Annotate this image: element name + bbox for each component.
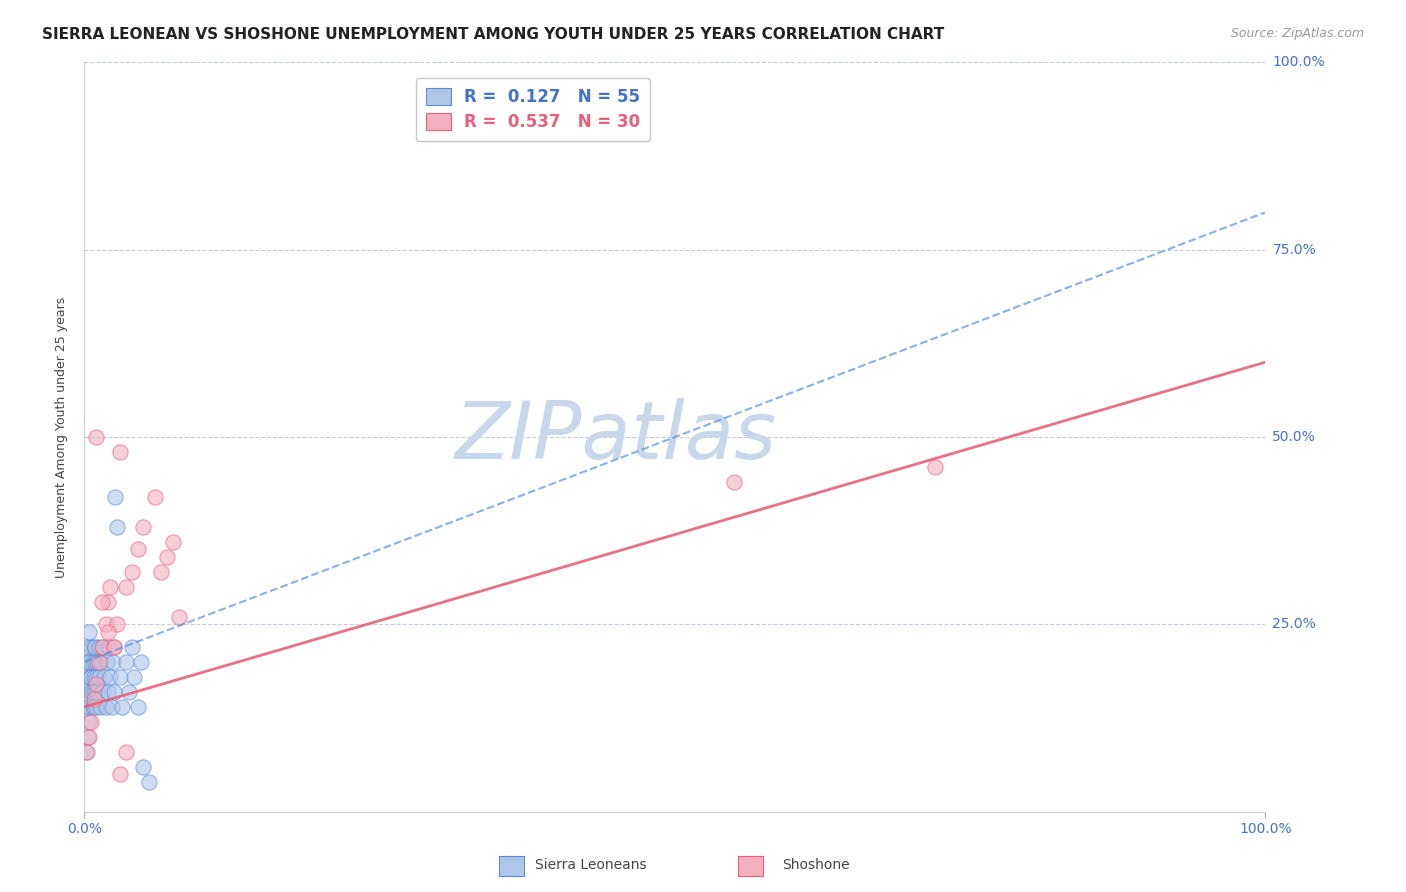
Point xyxy=(83,699,105,714)
Point xyxy=(723,475,745,489)
Point xyxy=(924,460,946,475)
Point xyxy=(77,655,100,669)
Point xyxy=(103,685,125,699)
Point xyxy=(107,617,129,632)
Text: ZIPatlas: ZIPatlas xyxy=(454,398,778,476)
Point xyxy=(127,699,149,714)
Text: 75.0%: 75.0% xyxy=(1272,243,1316,257)
Point xyxy=(82,699,104,714)
Point xyxy=(77,624,100,639)
Point xyxy=(79,699,101,714)
Point xyxy=(143,490,166,504)
Point xyxy=(101,655,124,669)
Point xyxy=(86,685,108,699)
Point xyxy=(138,774,160,789)
Point xyxy=(82,655,104,669)
Point xyxy=(91,640,114,654)
Legend: R =  0.127   N = 55, R =  0.537   N = 30: R = 0.127 N = 55, R = 0.537 N = 30 xyxy=(416,78,651,141)
Point xyxy=(84,430,107,444)
Point xyxy=(77,714,100,729)
Point xyxy=(84,685,107,699)
Point xyxy=(114,580,136,594)
Point xyxy=(91,595,114,609)
Point xyxy=(98,670,121,684)
Point xyxy=(80,714,103,729)
Point xyxy=(75,745,97,759)
Point xyxy=(84,670,107,684)
Text: 25.0%: 25.0% xyxy=(1272,617,1316,632)
Point xyxy=(87,640,110,654)
Point xyxy=(84,655,107,669)
Point xyxy=(156,549,179,564)
Point xyxy=(93,670,115,684)
Point xyxy=(83,692,105,706)
Point xyxy=(76,640,98,654)
Point xyxy=(118,685,141,699)
Point xyxy=(80,670,103,684)
Point xyxy=(79,655,101,669)
Point xyxy=(98,640,121,654)
Point xyxy=(89,699,111,714)
Point xyxy=(77,685,100,699)
Point xyxy=(103,640,125,654)
Point xyxy=(87,655,110,669)
Point xyxy=(96,655,118,669)
Point xyxy=(127,542,149,557)
Point xyxy=(80,640,103,654)
Point xyxy=(111,699,134,714)
Point xyxy=(77,730,100,744)
Point xyxy=(91,640,114,654)
Point xyxy=(87,670,110,684)
Text: 50.0%: 50.0% xyxy=(1272,430,1316,444)
Point xyxy=(90,655,112,669)
Text: Shoshone: Shoshone xyxy=(782,858,849,872)
Point xyxy=(83,640,105,654)
Point xyxy=(162,535,184,549)
Text: SIERRA LEONEAN VS SHOSHONE UNEMPLOYMENT AMONG YOUTH UNDER 25 YEARS CORRELATION C: SIERRA LEONEAN VS SHOSHONE UNEMPLOYMENT … xyxy=(42,27,945,42)
Text: Sierra Leoneans: Sierra Leoneans xyxy=(534,858,647,872)
Point xyxy=(103,640,125,654)
Point xyxy=(97,685,120,699)
Point xyxy=(132,520,155,534)
Point xyxy=(108,767,131,781)
Point xyxy=(129,655,152,669)
Point xyxy=(114,745,136,759)
Point xyxy=(76,670,98,684)
Point xyxy=(82,685,104,699)
Text: Source: ZipAtlas.com: Source: ZipAtlas.com xyxy=(1230,27,1364,40)
Point xyxy=(83,670,105,684)
Point xyxy=(114,655,136,669)
Point xyxy=(94,699,117,714)
Point xyxy=(94,617,117,632)
Point xyxy=(77,699,100,714)
Point xyxy=(91,685,114,699)
Text: 100.0%: 100.0% xyxy=(1272,55,1324,70)
Point xyxy=(86,655,108,669)
Point xyxy=(79,670,101,684)
Point xyxy=(121,640,143,654)
Point xyxy=(122,670,145,684)
Point xyxy=(80,685,103,699)
Point xyxy=(77,730,100,744)
Y-axis label: Unemployment Among Youth under 25 years: Unemployment Among Youth under 25 years xyxy=(55,296,67,578)
Point xyxy=(84,699,107,714)
Point xyxy=(107,520,129,534)
Point xyxy=(167,610,190,624)
Point xyxy=(100,699,122,714)
Point xyxy=(84,677,107,691)
Point xyxy=(97,595,120,609)
Point xyxy=(108,670,131,684)
Point xyxy=(97,624,120,639)
Point xyxy=(150,565,173,579)
Point xyxy=(76,745,98,759)
Point xyxy=(84,640,107,654)
Point xyxy=(98,580,121,594)
Point xyxy=(104,490,127,504)
Point xyxy=(132,760,155,774)
Point xyxy=(108,445,131,459)
Point xyxy=(121,565,143,579)
